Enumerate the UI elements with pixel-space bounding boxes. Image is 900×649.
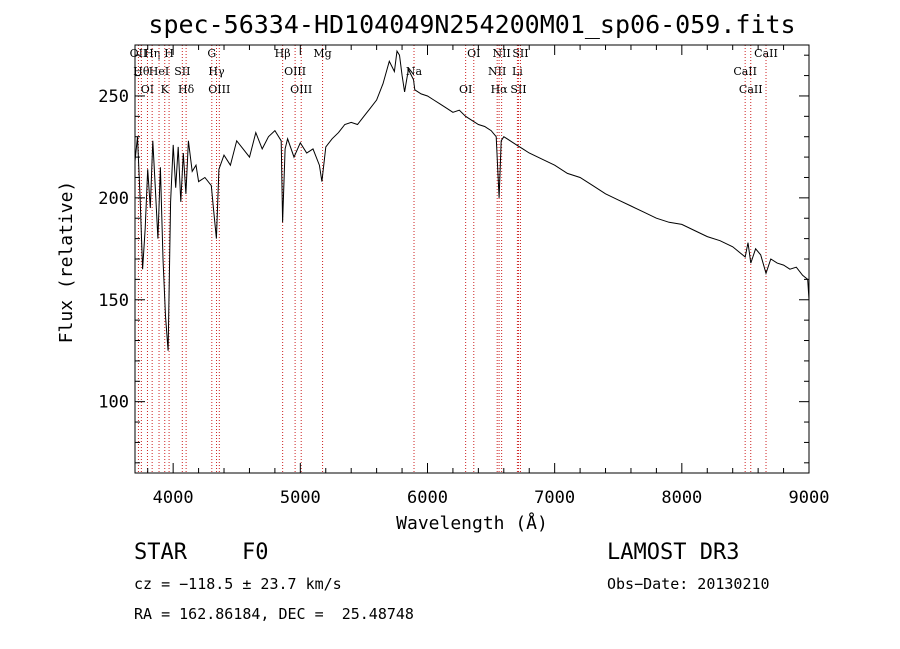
x-tick-label: 9000 xyxy=(789,488,830,508)
y-tick-label: 100 xyxy=(98,393,129,413)
sky-coordinates: RA = 162.86184, DEC = 25.48748 xyxy=(134,605,414,623)
line-label: G xyxy=(207,47,216,60)
line-label: HeI xyxy=(149,65,169,78)
line-label: OI xyxy=(459,83,472,96)
observation-date: Obs−Date: 20130210 xyxy=(607,575,770,593)
x-axis-ticks: 4000 5000 6000 7000 8000 9000 xyxy=(147,45,830,508)
line-label: K xyxy=(161,83,170,96)
line-label: OIII xyxy=(284,65,306,78)
x-tick-label: 7000 xyxy=(534,488,575,508)
redshift-velocity: cz = −118.5 ± 23.7 km/s xyxy=(134,575,342,593)
line-label: CaII xyxy=(754,47,778,60)
line-label: NII xyxy=(488,65,506,78)
line-label: SII xyxy=(174,65,190,78)
line-label: CaII xyxy=(733,65,757,78)
line-label: SII xyxy=(512,47,528,60)
x-tick-label: 8000 xyxy=(661,488,702,508)
line-label: H xyxy=(164,47,174,60)
line-label: OIII xyxy=(208,83,230,96)
object-subclass: F0 xyxy=(242,540,269,565)
line-label: SII xyxy=(510,83,526,96)
line-label: Hγ xyxy=(208,65,225,78)
line-label: Na xyxy=(406,65,423,78)
line-label: Li xyxy=(512,65,523,78)
line-label: Hη xyxy=(144,47,160,60)
chart-title: spec-56334-HD104049N254200M01_sp06-059.f… xyxy=(148,10,795,39)
y-tick-label: 250 xyxy=(98,87,129,107)
y-tick-label: 200 xyxy=(98,189,129,209)
line-label: Hδ xyxy=(178,83,195,96)
line-label: Hθ xyxy=(133,65,150,78)
survey-name: LAMOST DR3 xyxy=(607,540,740,565)
y-tick-label: 150 xyxy=(98,291,129,311)
line-label: NII xyxy=(492,47,510,60)
object-class: STAR xyxy=(134,540,187,565)
line-label: Mg xyxy=(313,47,331,60)
spectrum-line xyxy=(134,49,810,351)
plot-frame xyxy=(134,44,810,474)
y-axis-label: Flux (relative) xyxy=(56,181,77,344)
x-tick-label: 4000 xyxy=(153,488,194,508)
x-tick-label: 5000 xyxy=(280,488,321,508)
line-label: Hβ xyxy=(275,47,291,60)
line-label: OIII xyxy=(290,83,312,96)
y-axis-ticks: 100 150 200 250 xyxy=(98,54,809,464)
line-label: OI xyxy=(141,83,154,96)
line-label: Hα xyxy=(491,83,509,96)
emission-line-markers: OIIHθOIHηHeIKHSIIHδGHγOIIIHβOIIIOIIIMgNa… xyxy=(130,45,778,473)
spectrum-series xyxy=(134,49,810,351)
x-tick-label: 6000 xyxy=(407,488,448,508)
x-axis-label: Wavelength (Å) xyxy=(396,512,548,534)
line-label: OII xyxy=(130,47,148,60)
line-label: CaII xyxy=(739,83,763,96)
line-label: OI xyxy=(467,47,480,60)
